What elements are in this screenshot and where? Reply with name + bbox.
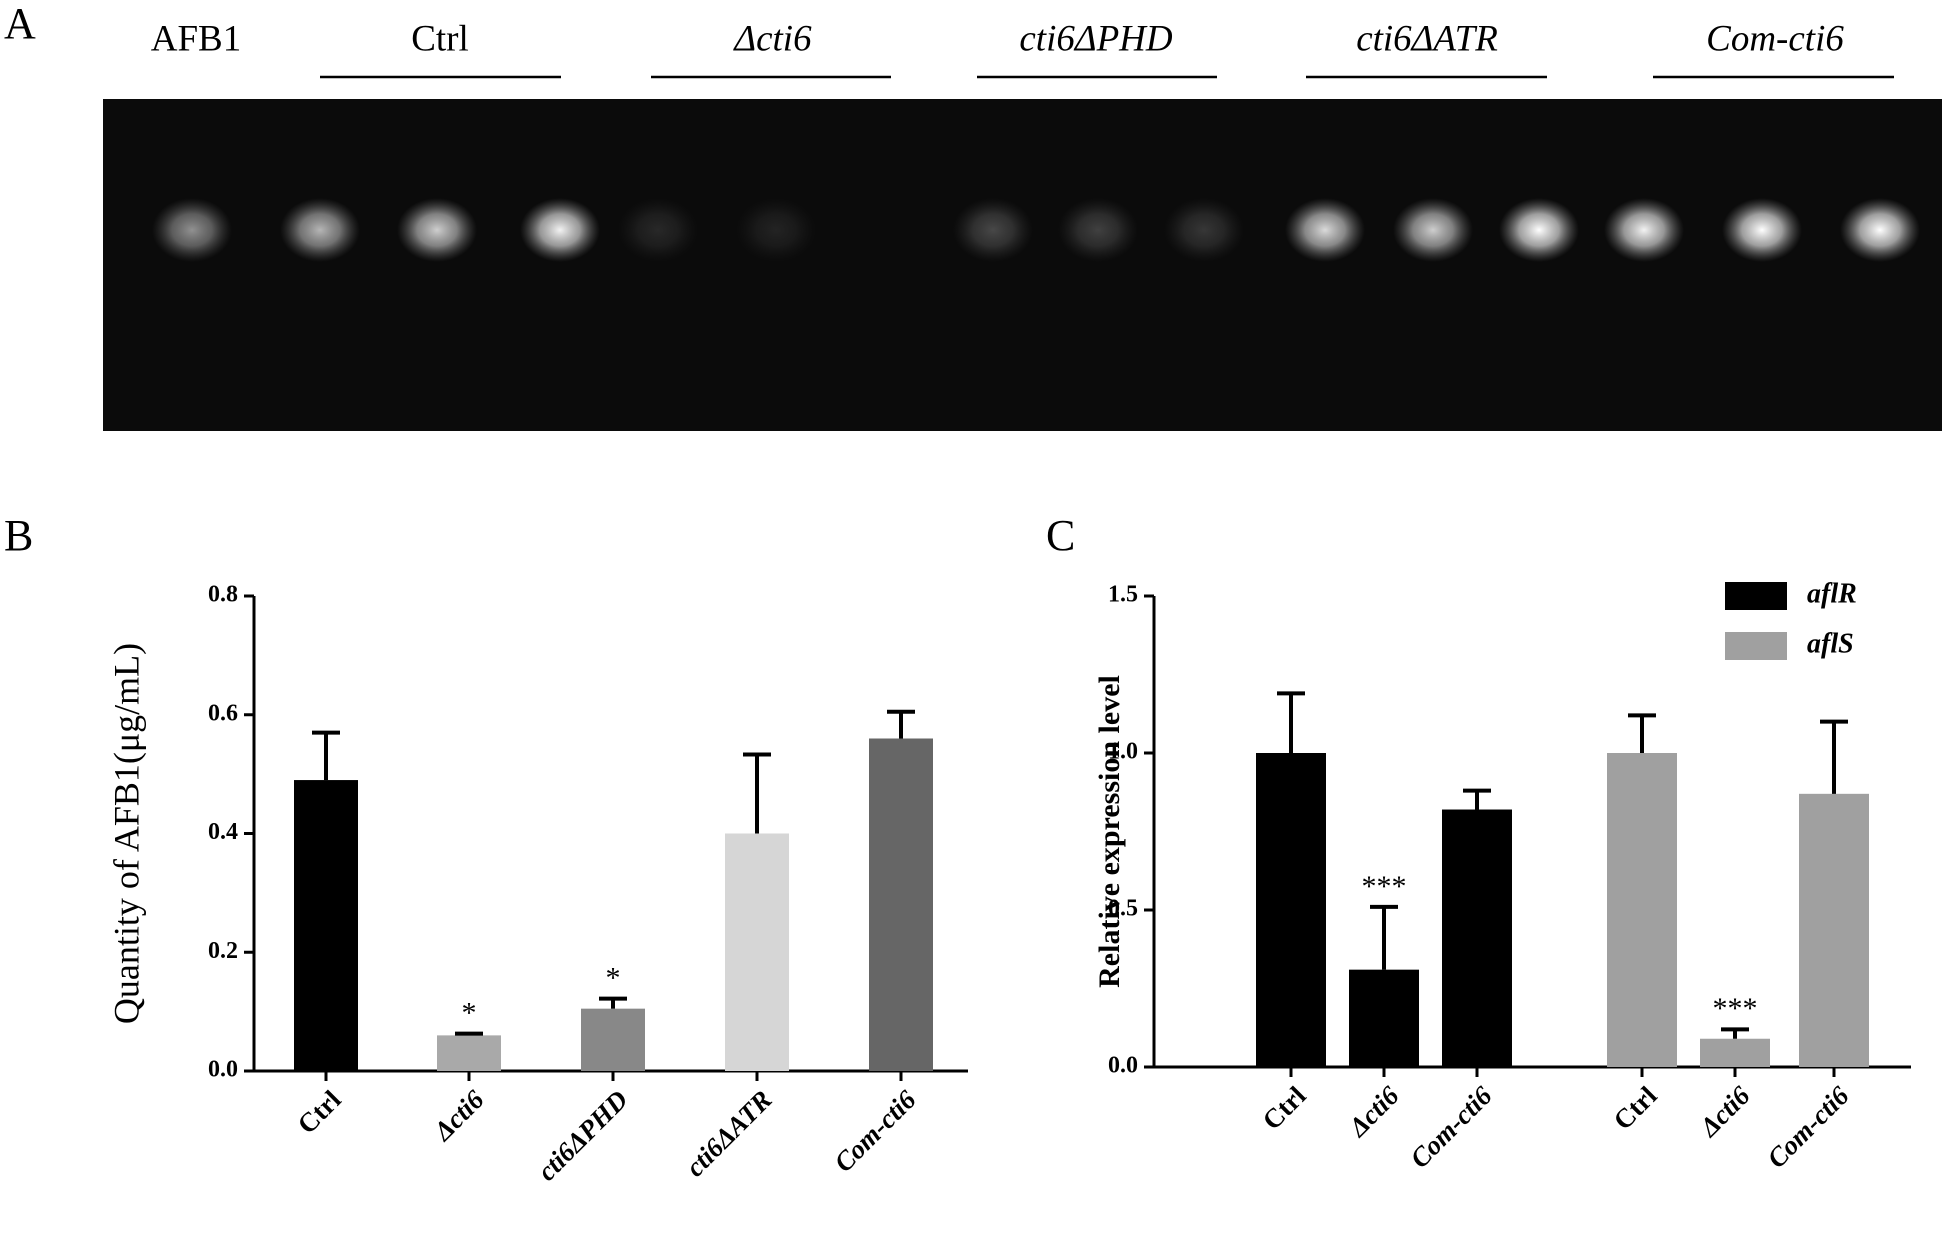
panel-label: B [4, 511, 33, 560]
bar [725, 833, 789, 1071]
legend-swatch [1725, 632, 1787, 660]
tlc-spot [1285, 198, 1365, 262]
y-axis-title: Quantity of AFB1(μg/mL) [106, 643, 146, 1024]
x-tick-label: Com-cti6 [828, 1084, 922, 1178]
tlc-spot [618, 198, 698, 262]
tlc-plate [103, 99, 1942, 431]
tlc-spot [280, 198, 360, 262]
tlc-spot [736, 198, 816, 262]
tlc-spot [1840, 198, 1920, 262]
bar [1700, 1038, 1770, 1067]
y-tick-label: 0.6 [208, 700, 238, 726]
panel-label: C [1046, 511, 1075, 560]
lane-label: cti6ΔATR [1356, 18, 1498, 59]
x-tick-label: Com-cti6 [1404, 1080, 1498, 1174]
lane-label: Ctrl [411, 18, 469, 59]
bar [1442, 809, 1512, 1067]
bar [1607, 753, 1677, 1067]
bar [294, 780, 358, 1071]
tlc-spot [1058, 198, 1138, 262]
bar [869, 738, 933, 1071]
bar [1349, 969, 1419, 1067]
x-tick-label: cti6ΔPHD [532, 1084, 634, 1186]
y-tick-label: 0.8 [208, 582, 238, 608]
legend-label: aflR [1807, 578, 1857, 609]
y-tick-label: 0.0 [208, 1057, 238, 1083]
y-tick-label: 0.4 [208, 819, 238, 845]
tlc-spot [397, 198, 477, 262]
tlc-spots [152, 198, 1920, 262]
bar [437, 1035, 501, 1071]
y-tick-label: 0.0 [1108, 1053, 1138, 1079]
y-axis-title: Relative expression level [1093, 675, 1126, 988]
tlc-spot [152, 198, 232, 262]
significance-label: * [462, 996, 477, 1029]
x-tick-label: Com-cti6 [1761, 1080, 1855, 1174]
x-tick-label: cti6ΔATR [680, 1084, 778, 1182]
tlc-spot [520, 198, 600, 262]
bar [1799, 793, 1869, 1067]
lane-label: AFB1 [151, 18, 241, 59]
y-tick-label: 0.2 [208, 938, 238, 964]
bar [1256, 753, 1326, 1067]
y-tick-label: 1.0 [1108, 739, 1138, 765]
x-tick-label: Ctrl [1256, 1080, 1311, 1135]
lane-label: Δcti6 [732, 18, 812, 59]
tlc-spot [1393, 198, 1473, 262]
lane-label: cti6ΔPHD [1019, 18, 1173, 59]
tlc-spot [1604, 198, 1684, 262]
panel-label: A [4, 0, 36, 48]
x-tick-label: Δcti6 [1342, 1080, 1405, 1143]
significance-label: * [606, 961, 621, 994]
y-tick-label: 1.5 [1108, 582, 1138, 608]
significance-label: *** [1713, 992, 1758, 1025]
legend-label: aflS [1807, 628, 1854, 659]
x-tick-label: Δcti6 [427, 1084, 490, 1147]
tlc-spot [1722, 198, 1802, 262]
y-tick-label: 0.5 [1108, 896, 1138, 922]
x-tick-label: Ctrl [1607, 1080, 1662, 1135]
x-tick-label: Ctrl [291, 1084, 346, 1139]
lane-label: Com-cti6 [1706, 18, 1844, 59]
tlc-spot [1164, 198, 1244, 262]
tlc-spot [953, 198, 1033, 262]
legend-swatch [1725, 582, 1787, 610]
tlc-spot [1499, 198, 1579, 262]
significance-label: *** [1362, 870, 1407, 903]
bar [581, 1008, 645, 1071]
x-tick-label: Δcti6 [1693, 1080, 1756, 1143]
